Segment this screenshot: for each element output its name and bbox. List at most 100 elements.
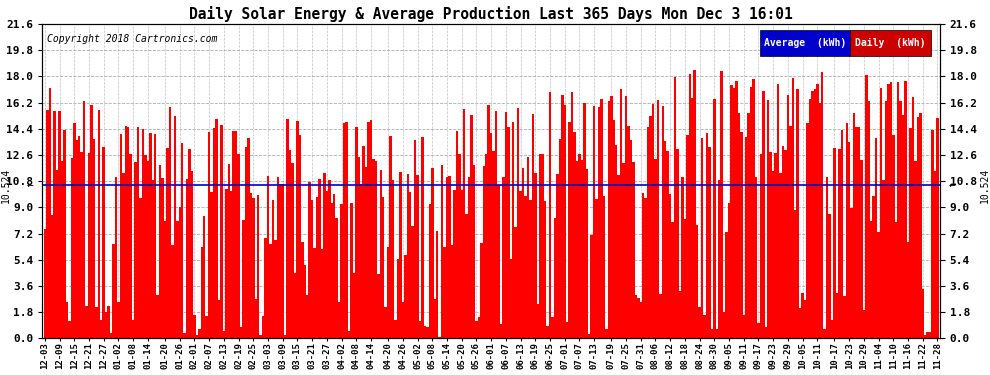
Bar [824,328,826,338]
Bar [809,99,811,338]
Bar [870,221,872,338]
Bar [544,201,546,338]
Bar [245,147,248,338]
Bar [850,207,852,338]
Bar [480,243,482,338]
Bar [352,273,355,338]
Bar [478,317,480,338]
Bar [701,138,703,338]
Bar [777,84,779,338]
Bar [112,244,115,338]
Bar [708,147,711,338]
Bar [642,194,644,338]
Bar [70,158,73,338]
Bar [85,306,88,338]
Bar [819,103,821,338]
Bar [674,76,676,338]
Bar [826,177,829,338]
Bar [814,89,816,338]
Bar [769,152,772,338]
Bar [441,165,444,338]
Bar [855,127,857,338]
Bar [419,321,422,338]
Bar [759,153,762,338]
Bar [598,106,600,338]
Bar [797,88,799,338]
Bar [684,219,686,338]
Bar [919,112,922,338]
Bar [328,180,331,338]
Bar [752,79,754,338]
Bar [571,92,573,338]
Bar [581,159,583,338]
Bar [590,234,593,338]
Bar [603,196,605,338]
Bar [679,291,681,338]
Bar [640,302,642,338]
Bar [654,159,656,338]
Bar [346,122,347,338]
Bar [754,177,757,338]
Bar [831,320,834,338]
Bar [154,134,156,338]
Bar [804,300,806,338]
Bar [249,193,252,338]
Bar [333,194,336,338]
Bar [279,184,281,338]
Bar [666,151,669,338]
Text: 10.524: 10.524 [1,168,11,203]
Bar [473,165,475,338]
Bar [158,165,161,338]
Bar [857,127,860,338]
Bar [895,222,897,338]
Bar [585,169,588,338]
Bar [374,161,377,338]
Bar [429,204,431,338]
Bar [147,160,149,338]
Bar [510,260,512,338]
Bar [651,104,654,338]
Bar [610,96,613,338]
Bar [338,302,341,338]
Bar [671,222,674,338]
Bar [551,317,553,338]
Bar [882,180,885,338]
Bar [902,116,904,338]
Bar [744,137,747,338]
Bar [316,196,318,338]
Bar [656,100,659,338]
Bar [593,106,595,338]
Bar [252,198,254,338]
Bar [350,203,352,338]
Bar [235,131,238,338]
Bar [448,176,450,338]
Bar [821,72,824,338]
Bar [924,335,927,338]
Text: 10.524: 10.524 [980,168,990,203]
Bar [836,293,839,338]
Bar [816,84,819,338]
Bar [468,177,470,338]
Bar [127,127,130,338]
Bar [49,87,51,338]
Bar [426,327,429,338]
Bar [225,189,228,338]
Bar [83,101,85,338]
Bar [135,162,137,338]
Bar [370,120,372,338]
Bar [548,92,551,338]
Bar [243,220,245,338]
Bar [934,171,937,338]
Bar [537,304,539,338]
Bar [402,302,404,338]
Bar [191,171,193,338]
Bar [779,173,782,338]
Bar [414,140,417,338]
Title: Daily Solar Energy & Average Production Last 365 Days Mon Dec 3 16:01: Daily Solar Energy & Average Production … [189,6,793,21]
Bar [80,152,83,338]
Text: Average  (kWh): Average (kWh) [764,38,846,48]
Bar [196,335,198,338]
Bar [897,82,900,338]
Bar [407,174,409,338]
Bar [470,116,473,338]
